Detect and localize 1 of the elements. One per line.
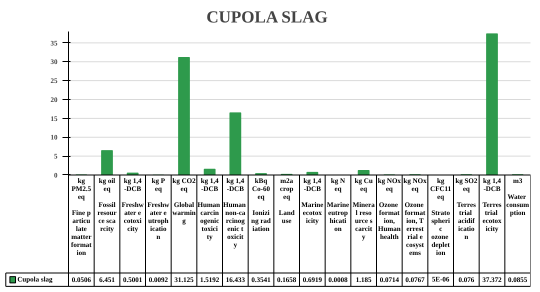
chart-title: CUPOLA SLAG bbox=[206, 8, 328, 26]
